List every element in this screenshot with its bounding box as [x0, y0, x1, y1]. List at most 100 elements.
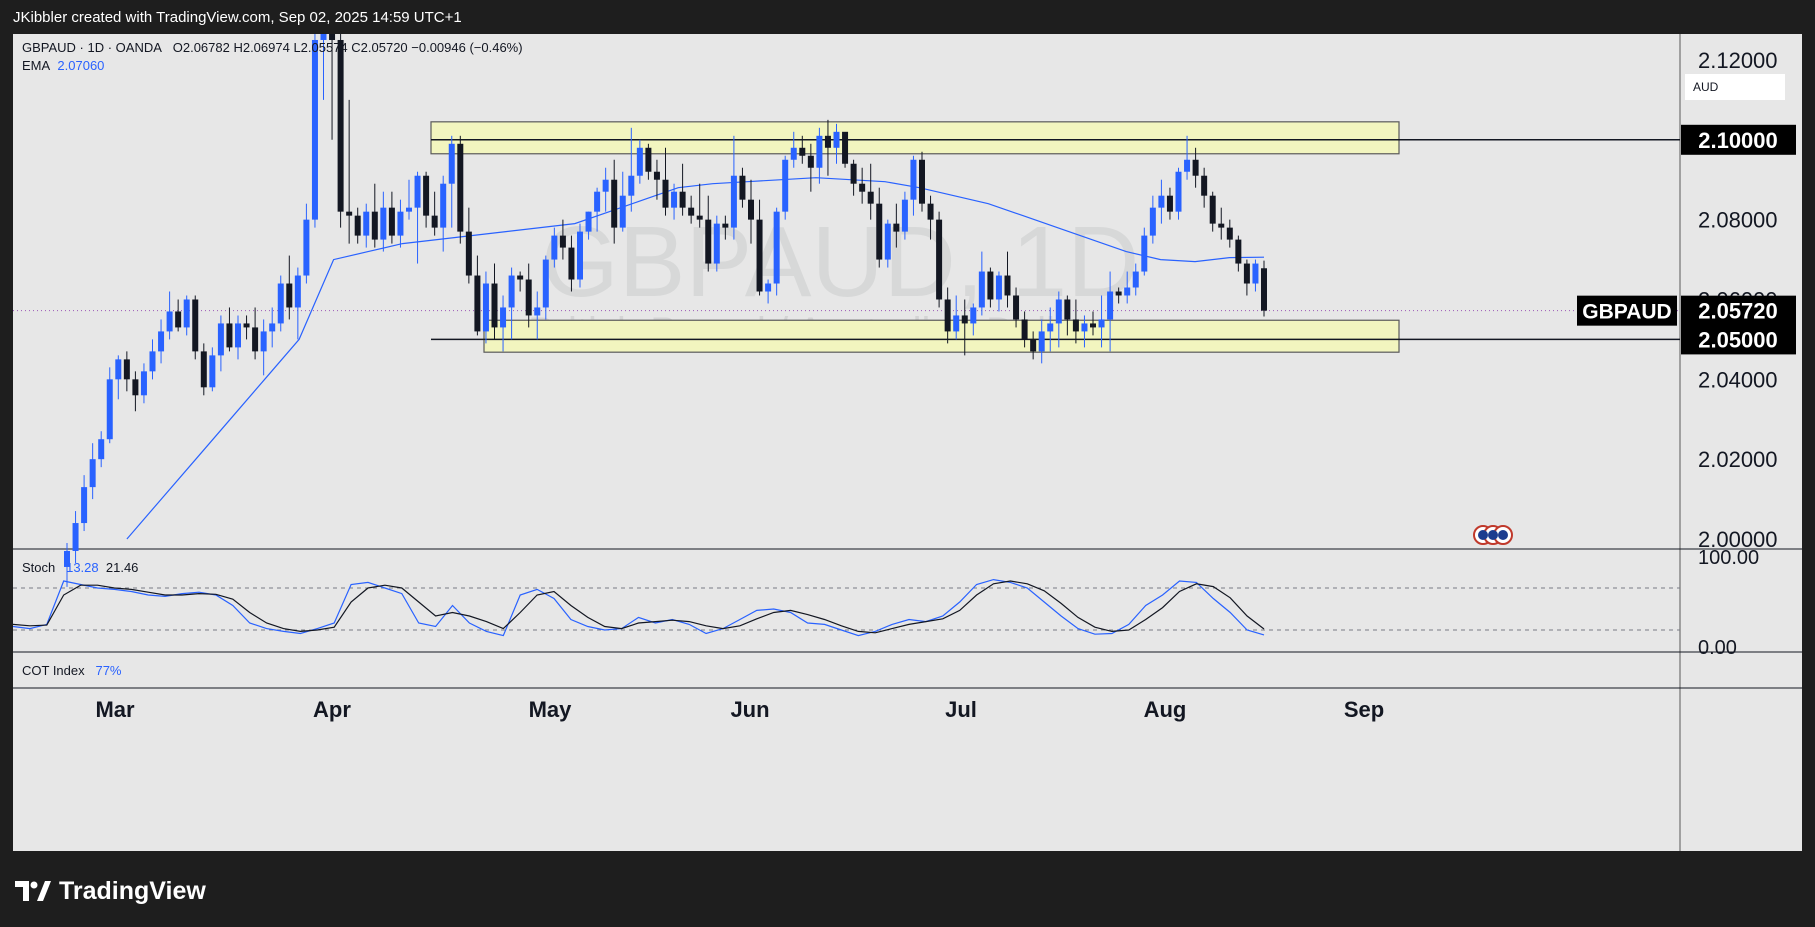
candle[interactable]	[354, 207, 361, 244]
candle[interactable]	[226, 307, 233, 352]
candle[interactable]	[1072, 299, 1079, 344]
currency-flags-icon[interactable]	[1473, 525, 1513, 545]
candle[interactable]	[380, 191, 387, 252]
candle[interactable]	[1235, 235, 1242, 272]
candle[interactable]	[1192, 147, 1199, 188]
candle[interactable]	[927, 195, 934, 240]
candle[interactable]	[1115, 287, 1122, 304]
candle[interactable]	[500, 295, 507, 352]
candle[interactable]	[876, 187, 883, 268]
candle[interactable]	[936, 211, 943, 308]
currency-selector[interactable]: AUD	[1685, 74, 1785, 100]
candle[interactable]	[457, 135, 464, 244]
candle[interactable]	[790, 131, 797, 168]
candle[interactable]	[713, 215, 720, 272]
candle[interactable]	[944, 287, 951, 344]
candle[interactable]	[577, 223, 583, 288]
candle[interactable]	[568, 235, 575, 292]
candle[interactable]	[1107, 271, 1114, 352]
candle[interactable]	[628, 127, 635, 212]
candle[interactable]	[158, 319, 165, 364]
candle[interactable]	[235, 315, 241, 360]
candle[interactable]	[653, 159, 660, 200]
candle[interactable]	[508, 267, 515, 340]
candle[interactable]	[867, 163, 874, 220]
candle[interactable]	[542, 255, 549, 320]
candle[interactable]	[551, 227, 558, 268]
candle[interactable]	[64, 543, 70, 587]
candle[interactable]	[337, 34, 344, 228]
candle[interactable]	[782, 155, 789, 220]
candle[interactable]	[397, 199, 404, 248]
candle[interactable]	[1166, 187, 1173, 220]
candle[interactable]	[773, 207, 780, 296]
candle[interactable]	[371, 183, 378, 248]
candle[interactable]	[329, 34, 336, 140]
candle[interactable]	[388, 191, 395, 244]
candle[interactable]	[1038, 319, 1045, 364]
candle[interactable]	[525, 263, 532, 328]
candle[interactable]	[1226, 219, 1233, 248]
candle[interactable]	[1175, 167, 1182, 220]
candle[interactable]	[448, 135, 455, 228]
candle[interactable]	[756, 199, 763, 296]
candle[interactable]	[850, 159, 857, 196]
candle[interactable]	[465, 207, 472, 284]
candle[interactable]	[1201, 167, 1208, 208]
candle[interactable]	[833, 123, 840, 164]
candle[interactable]	[175, 299, 182, 332]
tradingview-logo[interactable]: TradingView	[15, 875, 206, 907]
candle[interactable]	[243, 315, 250, 340]
candle[interactable]	[1209, 191, 1216, 232]
candle[interactable]	[423, 171, 430, 228]
candle[interactable]	[739, 167, 746, 208]
legend-main[interactable]: GBPAUD · 1D · OANDA O2.06782 H2.06974 L2…	[22, 40, 523, 55]
candle[interactable]	[987, 267, 994, 308]
candle[interactable]	[260, 319, 267, 376]
legend-ema[interactable]: EMA 2.07060	[22, 58, 104, 73]
candle[interactable]	[688, 195, 695, 224]
candle[interactable]	[602, 167, 609, 212]
candle[interactable]	[406, 179, 412, 220]
candle[interactable]	[995, 271, 1002, 312]
candle[interactable]	[1141, 227, 1148, 276]
candle[interactable]	[149, 339, 156, 380]
legend-cot[interactable]: COT Index 77%	[22, 663, 122, 678]
candle[interactable]	[363, 203, 370, 248]
candle[interactable]	[1013, 287, 1020, 328]
candle[interactable]	[910, 155, 917, 216]
candle[interactable]	[619, 171, 626, 232]
candle[interactable]	[252, 307, 259, 360]
candle[interactable]	[970, 303, 977, 336]
candle[interactable]	[807, 143, 814, 192]
candle[interactable]	[559, 219, 566, 260]
candle[interactable]	[491, 263, 498, 340]
candle[interactable]	[953, 295, 960, 340]
candle[interactable]	[901, 191, 908, 240]
candle[interactable]	[294, 267, 301, 340]
candle[interactable]	[200, 343, 207, 396]
candle[interactable]	[1149, 195, 1156, 244]
candle[interactable]	[183, 295, 190, 336]
candle[interactable]	[1184, 135, 1191, 180]
candle[interactable]	[277, 275, 284, 332]
candle[interactable]	[919, 151, 925, 212]
candle[interactable]	[1090, 311, 1096, 336]
chart-svg[interactable]: GBPAUD, 1D British Pound / Australian Do…	[13, 34, 1802, 851]
candle[interactable]	[286, 255, 293, 320]
candle[interactable]	[671, 183, 678, 220]
candle[interactable]	[320, 34, 327, 100]
candle[interactable]	[72, 511, 79, 563]
candle[interactable]	[1158, 179, 1165, 224]
candle[interactable]	[645, 143, 652, 180]
x-axis[interactable]: Mar Apr May Jun Jul Aug Sep	[95, 697, 1384, 722]
candle[interactable]	[209, 347, 216, 392]
candle[interactable]	[1124, 271, 1131, 304]
candle[interactable]	[431, 191, 438, 236]
candle[interactable]	[192, 295, 199, 360]
candle[interactable]	[311, 34, 318, 228]
candle[interactable]	[482, 271, 489, 344]
candle[interactable]	[140, 363, 147, 404]
candle[interactable]	[893, 203, 900, 248]
candle[interactable]	[662, 147, 669, 216]
